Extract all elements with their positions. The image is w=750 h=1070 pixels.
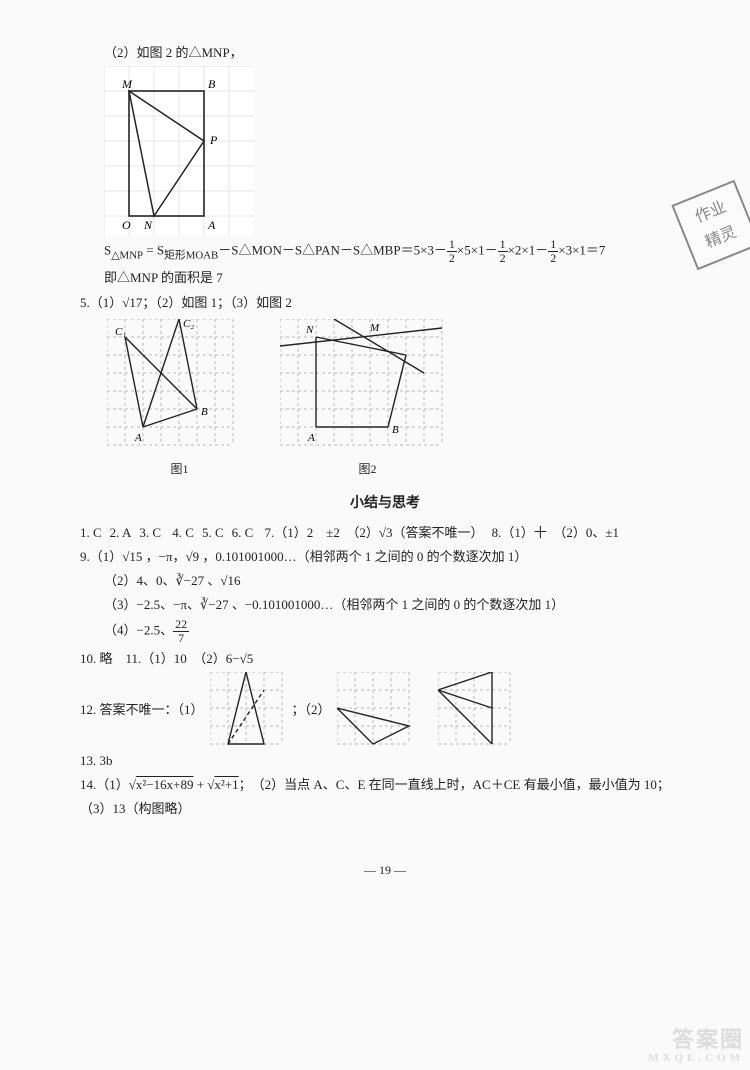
svg-text:C₁: C₁ [115,326,126,338]
q12: 12. 答案不唯一：（1） ；（2） [80,672,690,748]
svg-text:O: O [122,218,131,232]
svg-text:M: M [121,77,133,91]
q10q11: 10. 略 11.（1）10 （2）6−√5 [80,648,690,670]
svg-text:B: B [201,406,208,418]
svg-text:B: B [392,424,399,436]
svg-text:N: N [305,324,314,336]
q4-conclusion: 即△MNP 的面积是 7 [80,267,690,289]
q12-g2 [337,672,413,748]
svg-text:A: A [207,218,216,232]
corner-watermark: 答案圈MXQE.COM [648,1028,744,1064]
svg-text:P: P [209,133,218,147]
svg-text:A: A [307,432,315,444]
q5-fig2: M N A B [280,319,455,459]
q4-part2-text: （2）如图 2 的△MNP， [80,42,690,64]
q9-l2: （2）4、0、∛−27 、√16 [80,570,690,592]
svg-text:A: A [134,432,142,444]
q5-fig1-label: 图1 [107,459,252,479]
q5-fig1: C₁ C₂ A B [107,319,252,459]
q4-grid-figure: M B P N O A [104,66,254,236]
q4-area-eq: S△MNP = S矩形MOAB－S△MON－S△PAN－S△MBP＝5×3－12… [80,238,690,265]
q4-figure-wrap: M B P N O A [80,66,690,236]
q12-g3 [438,672,514,748]
answers-1-8: 1. C2. A3. C 4. C5. C6. C 7.（1）2 ±2 （2）√… [80,522,690,544]
q9-l4: （4）−2.5、227 [80,618,690,645]
q13: 13. 3b [80,750,690,772]
q14-l2: （3）13（构图略） [80,798,690,820]
svg-text:C₂: C₂ [183,319,194,330]
q5-intro: 5.（1）√17；（2）如图 1；（3）如图 2 [80,292,690,314]
section-title: 小结与思考 [80,492,690,516]
q5-fig2-label: 图2 [280,459,455,479]
q9-l3: （3）−2.5、−π、∛−27 、−0.101001000…（相邻两个 1 之间… [80,594,690,616]
svg-text:N: N [143,218,153,232]
q14-l1: 14.（1）√x²−16x+89 + √x²+1； （2）当点 A、C、E 在同… [80,774,690,796]
page-number: — 19 — [80,860,690,880]
q5-figs: C₁ C₂ A B 图1 [80,316,458,482]
q12-g1 [210,672,286,748]
svg-text:B: B [208,77,216,91]
q9-l1: 9.（1）√15 ，−π，√9 ，0.101001000…（相邻两个 1 之间的… [80,546,690,568]
svg-text:M: M [369,322,380,334]
